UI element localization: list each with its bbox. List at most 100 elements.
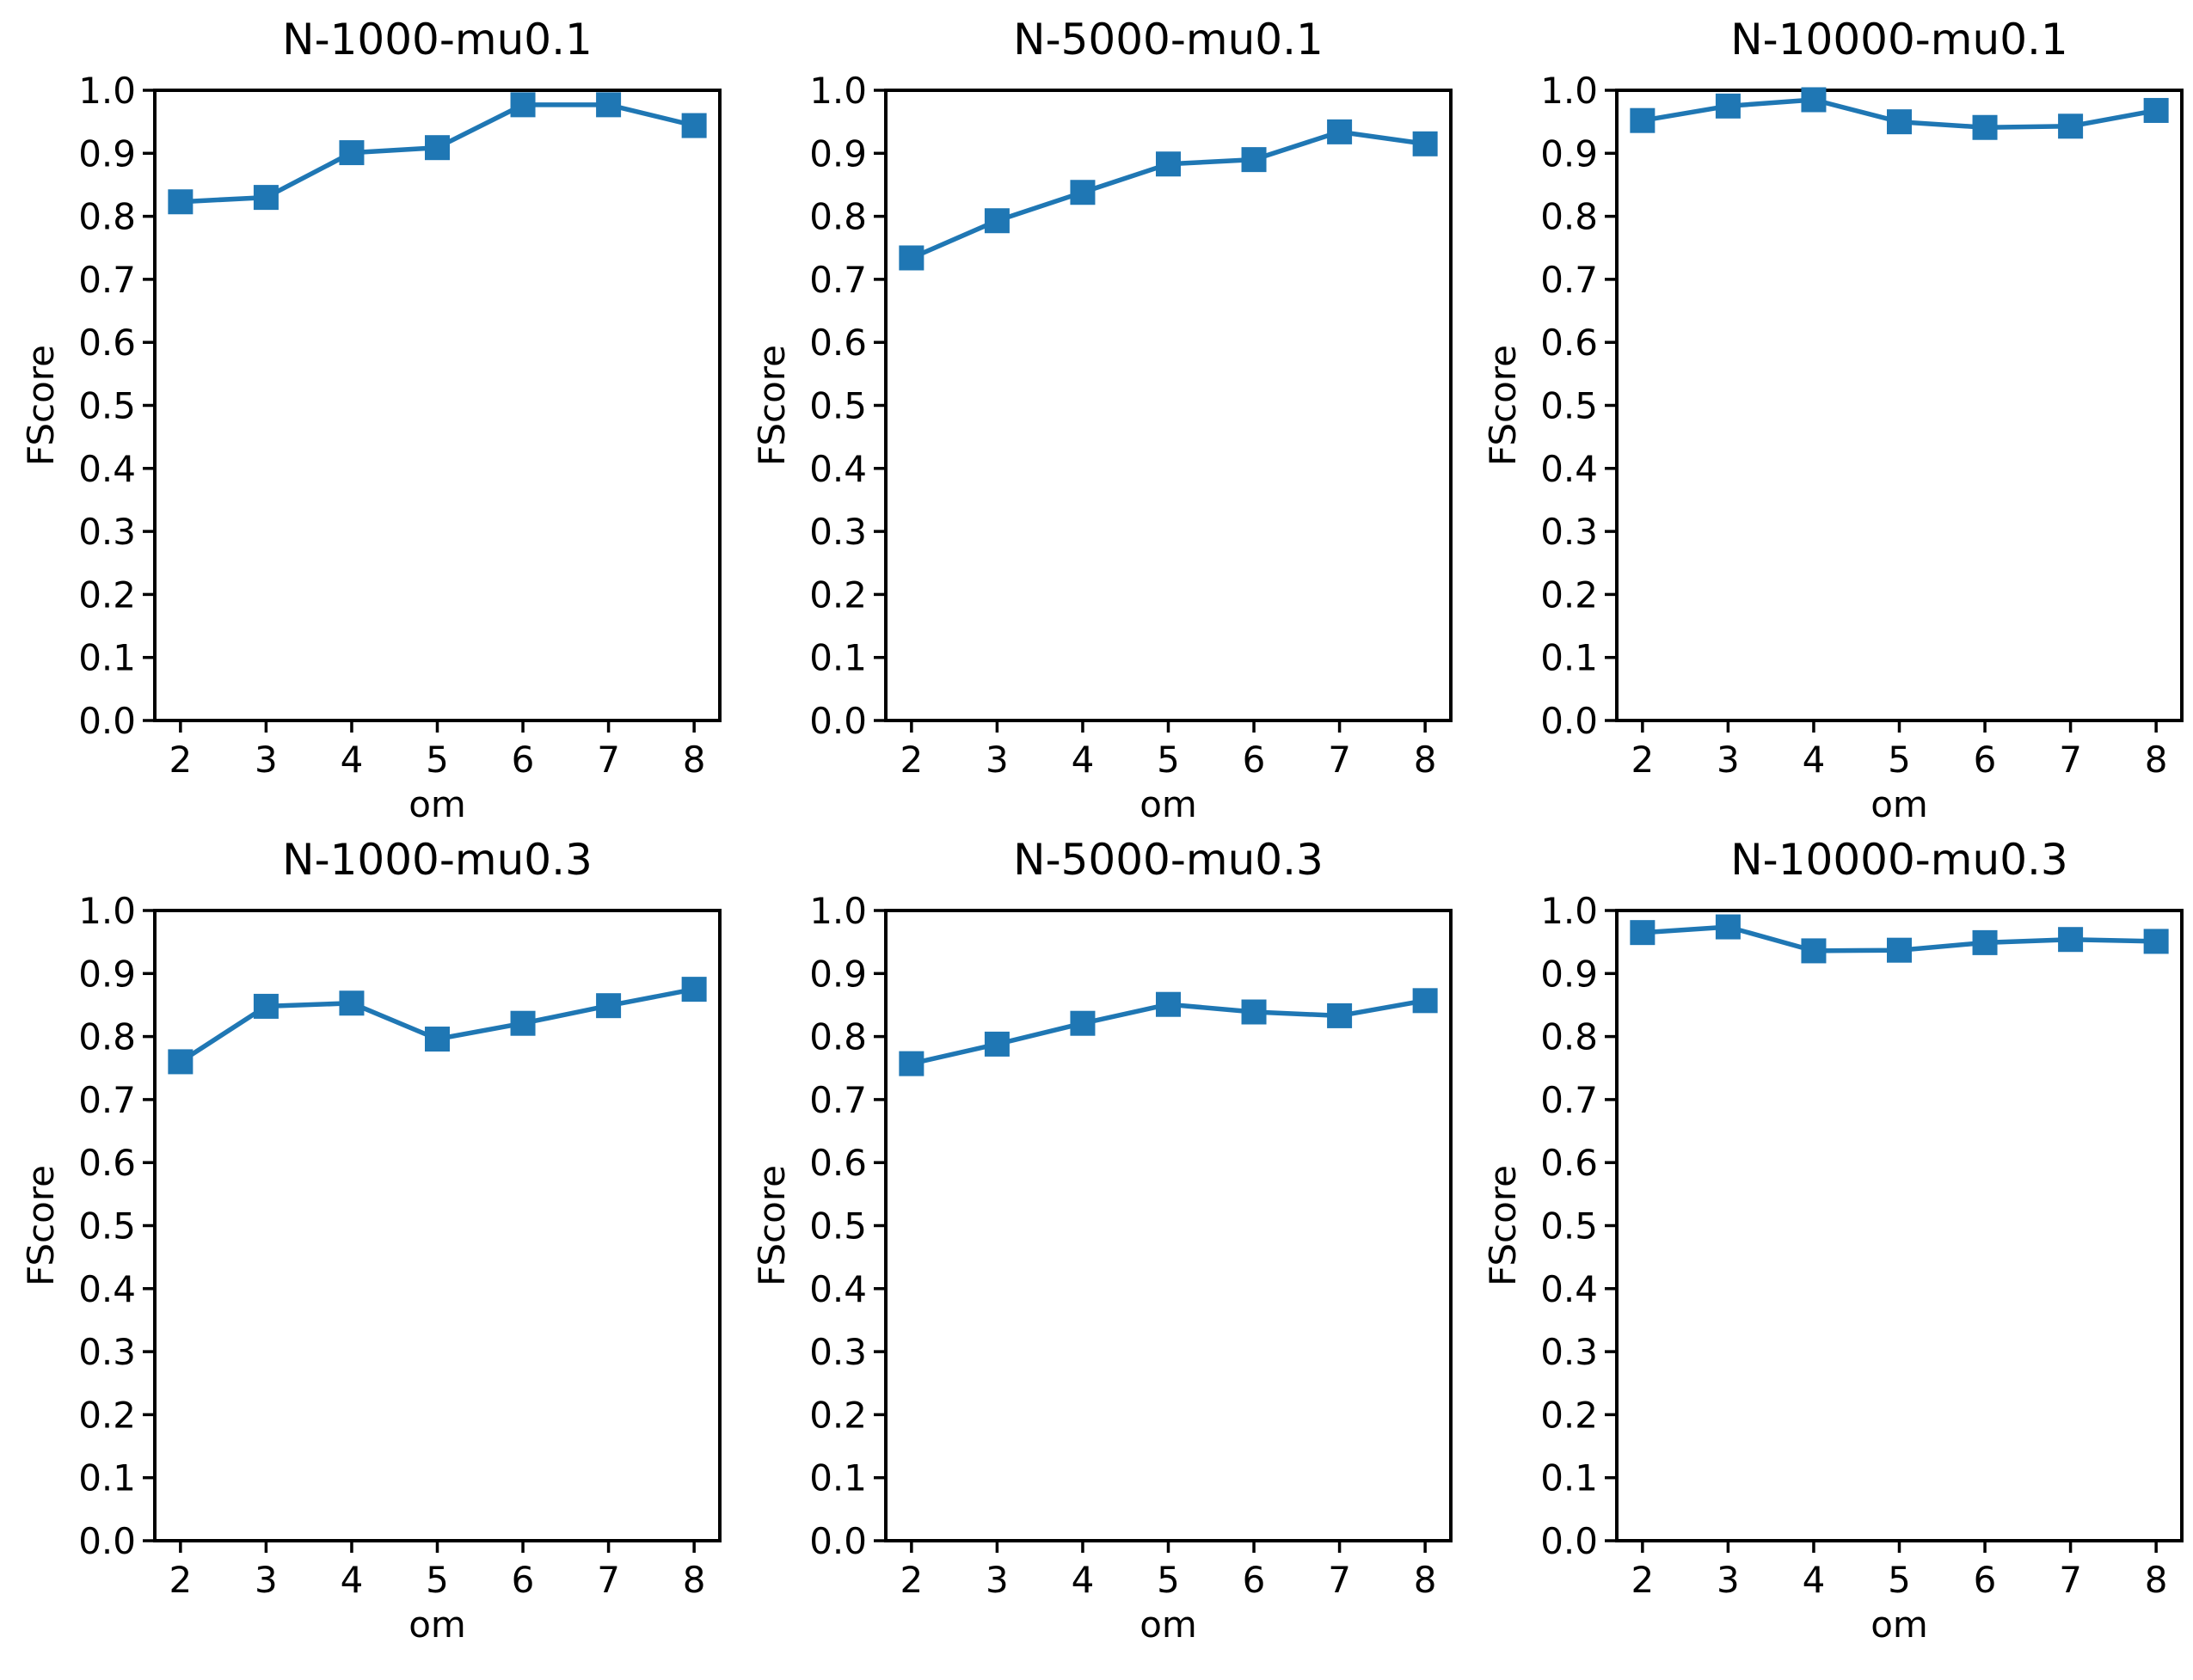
y-tick-label: 0.4 — [1540, 448, 1598, 490]
x-tick-label: 6 — [512, 1559, 535, 1601]
y-tick-label: 0.0 — [78, 1520, 136, 1562]
y-tick-label: 0.8 — [1540, 196, 1598, 238]
x-tick-label: 4 — [1803, 739, 1826, 781]
x-tick-label: 6 — [1243, 739, 1266, 781]
data-point-marker — [1156, 991, 1181, 1017]
y-tick-label: 0.4 — [1540, 1268, 1598, 1310]
data-point-marker — [339, 990, 365, 1016]
data-point-marker — [510, 1010, 536, 1036]
data-point-marker — [984, 1031, 1010, 1057]
y-tick-label: 1.0 — [78, 890, 136, 932]
data-point-marker — [1972, 114, 1998, 140]
y-tick-label: 0.4 — [809, 448, 867, 490]
x-tick-label: 4 — [1072, 739, 1095, 781]
data-point-marker — [1801, 938, 1827, 964]
x-tick-label: 7 — [597, 1559, 620, 1601]
y-tick-label: 0.7 — [78, 1079, 136, 1121]
x-tick-label: 2 — [169, 1559, 192, 1601]
data-point-marker — [681, 113, 707, 138]
data-point-marker — [1412, 131, 1438, 156]
data-point-marker — [425, 135, 450, 161]
data-point-marker — [1156, 151, 1181, 177]
y-tick-label: 0.4 — [78, 448, 136, 490]
plot-svg-n-10000-mu0.3: N-10000-mu0.3 0.0 0.1 0.2 0.3 0.4 0.5 0.6 0.7 0.8… — [1482, 835, 2184, 1646]
data-point-marker — [1972, 929, 1998, 955]
x-axis-label: om — [1870, 1603, 1928, 1646]
y-tick-label: 1.0 — [809, 70, 867, 112]
subplot-n-1000-mu0.3: N-1000-mu0.3 0.0 0.1 0.2 0.3 0.4 0.5 0.6 0.7 0.8 0… — [0, 835, 731, 1677]
plot-svg-n-1000-mu0.1: N-1000-mu0.1 0.0 0.1 0.2 0.3 0.4 0.5 0.6 0.7 0.8 0… — [20, 15, 722, 825]
x-tick-label: 7 — [1328, 1559, 1351, 1601]
y-tick-label: 0.1 — [1540, 637, 1598, 679]
data-point-marker — [1327, 1002, 1353, 1028]
y-tick-label: 1.0 — [1540, 70, 1598, 112]
y-tick-label: 0.3 — [1540, 1331, 1598, 1373]
x-tick-label: 5 — [426, 1559, 449, 1601]
data-point-marker — [1715, 93, 1741, 119]
y-axis-label: FScore — [1482, 345, 1524, 466]
x-tick-label: 6 — [1243, 1559, 1266, 1601]
data-point-marker — [2143, 929, 2169, 954]
x-tick-label: 3 — [1717, 739, 1740, 781]
y-tick-label: 0.2 — [1540, 573, 1598, 616]
x-axis-label: om — [1140, 783, 1197, 825]
data-point-marker — [1070, 1010, 1096, 1036]
x-tick-label: 8 — [2145, 1559, 2168, 1601]
x-tick-label: 2 — [900, 739, 923, 781]
x-tick-label: 8 — [2145, 739, 2168, 781]
x-tick-label: 4 — [341, 1559, 364, 1601]
y-tick-label: 0.1 — [78, 1457, 136, 1499]
x-tick-label: 2 — [169, 739, 192, 781]
y-tick-label: 0.8 — [78, 1016, 136, 1058]
x-axis-label: om — [408, 1603, 466, 1646]
y-tick-label: 0.1 — [809, 637, 867, 679]
y-tick-label: 0.3 — [78, 511, 136, 553]
y-tick-label: 0.8 — [1540, 1016, 1598, 1058]
data-point-marker — [425, 1027, 450, 1052]
y-tick-label: 0.7 — [809, 1079, 867, 1121]
y-tick-label: 0.5 — [809, 385, 867, 427]
plot-title: N-5000-mu0.1 — [1013, 15, 1324, 64]
x-tick-label: 7 — [2059, 1559, 2082, 1601]
x-tick-label: 5 — [1157, 1559, 1180, 1601]
y-axis-label: FScore — [1482, 1165, 1524, 1286]
axes-frame — [1615, 909, 2184, 1542]
y-tick-label: 0.0 — [78, 700, 136, 742]
y-tick-label: 0.2 — [78, 1394, 136, 1436]
y-tick-label: 0.2 — [78, 573, 136, 616]
y-tick-label: 0.3 — [78, 1331, 136, 1373]
y-tick-label: 0.9 — [809, 953, 867, 995]
x-tick-label: 5 — [426, 739, 449, 781]
y-tick-label: 0.2 — [809, 1394, 867, 1436]
data-point-marker — [596, 92, 622, 118]
axes-frame — [1615, 89, 2184, 722]
x-tick-label: 6 — [1974, 739, 1997, 781]
data-point-marker — [596, 993, 622, 1019]
x-axis-label: om — [408, 783, 466, 825]
data-point-marker — [2143, 97, 2169, 123]
y-tick-label: 0.2 — [1540, 1394, 1598, 1436]
y-tick-label: 0.6 — [1540, 1142, 1598, 1184]
x-tick-label: 2 — [900, 1559, 923, 1601]
y-tick-label: 0.9 — [1540, 953, 1598, 995]
data-point-marker — [168, 1049, 194, 1075]
x-tick-label: 3 — [986, 1559, 1009, 1601]
x-tick-label: 5 — [1157, 739, 1180, 781]
data-point-marker — [1241, 999, 1267, 1025]
y-tick-label: 0.9 — [809, 132, 867, 175]
y-tick-label: 0.1 — [1540, 1457, 1598, 1499]
y-tick-label: 0.2 — [809, 573, 867, 616]
y-tick-label: 0.5 — [1540, 385, 1598, 427]
data-point-marker — [1715, 914, 1741, 940]
y-tick-label: 0.7 — [78, 259, 136, 301]
y-tick-label: 0.3 — [809, 511, 867, 553]
x-tick-label: 3 — [255, 1559, 278, 1601]
x-axis-label: om — [1870, 783, 1928, 825]
x-axis-label: om — [1140, 1603, 1197, 1646]
data-point-marker — [1630, 920, 1656, 946]
y-tick-label: 0.8 — [809, 1016, 867, 1058]
y-tick-label: 0.9 — [78, 132, 136, 175]
x-tick-label: 8 — [683, 739, 706, 781]
y-tick-label: 0.7 — [809, 259, 867, 301]
y-tick-label: 0.3 — [809, 1331, 867, 1373]
